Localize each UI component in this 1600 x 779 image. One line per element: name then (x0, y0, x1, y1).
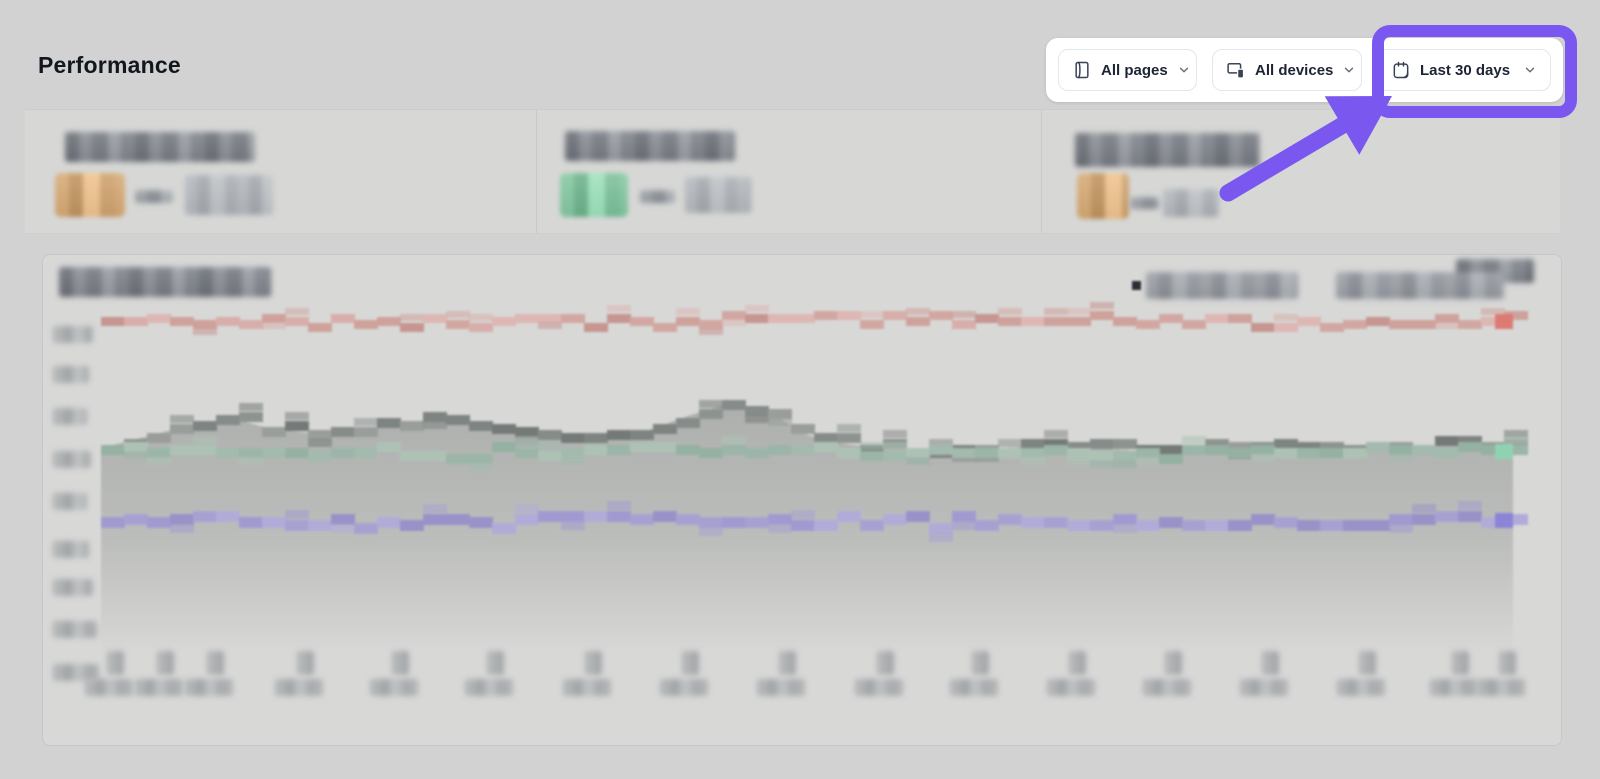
date-range-filter-label: Last 30 days (1420, 61, 1511, 79)
stat-badge (1077, 173, 1129, 219)
redacted-stat-title (1075, 133, 1260, 167)
date-range-filter-button[interactable]: Last 30 days (1377, 49, 1551, 91)
redacted-dash (1130, 197, 1160, 209)
redacted-stat-value (185, 175, 273, 215)
chevron-down-icon (1177, 63, 1191, 77)
redacted-stat-title (565, 131, 735, 161)
stat-badge (560, 173, 628, 217)
chevron-down-icon (1342, 63, 1356, 77)
redacted-stat-value (1163, 189, 1219, 217)
stat-badge (55, 173, 125, 217)
stat-card (25, 110, 537, 233)
redacted-dash (640, 190, 675, 203)
pages-icon (1072, 60, 1092, 80)
performance-chart (101, 302, 1528, 651)
stat-cards-row (25, 109, 1560, 234)
pages-filter-button[interactable]: All pages (1058, 49, 1197, 91)
filter-bar: All pages All devices Last 30 days (1046, 38, 1563, 102)
calendar-icon (1391, 60, 1411, 80)
performance-chart-card (42, 254, 1562, 746)
stat-card (537, 110, 1042, 233)
devices-filter-label: All devices (1255, 61, 1334, 79)
devices-icon (1226, 60, 1246, 80)
chevron-down-icon (1523, 63, 1537, 77)
stat-card (1042, 110, 1560, 233)
redacted-stat-value (685, 177, 751, 213)
redacted-dash (135, 190, 173, 203)
devices-filter-button[interactable]: All devices (1212, 49, 1362, 91)
redacted-stat-title (65, 132, 255, 162)
page-title: Performance (38, 52, 181, 78)
legend-swatch (1132, 281, 1141, 290)
pages-filter-label: All pages (1101, 61, 1168, 79)
